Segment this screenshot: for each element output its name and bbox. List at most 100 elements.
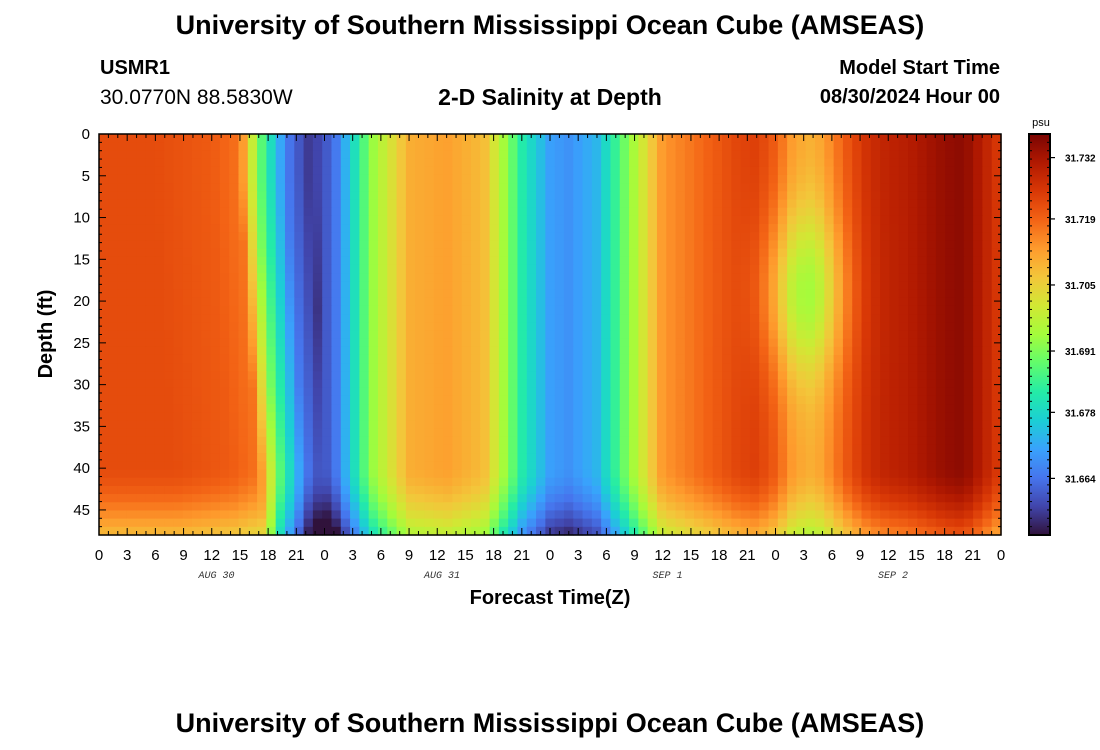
heatmap-cell xyxy=(768,134,779,143)
heatmap-cell xyxy=(126,305,137,315)
heatmap-cell xyxy=(443,330,453,340)
heatmap-cell xyxy=(470,199,481,209)
heatmap-cell xyxy=(945,142,956,151)
heatmap-cell xyxy=(852,273,863,282)
heatmap-cell xyxy=(554,134,565,143)
heatmap-cell xyxy=(749,453,760,462)
heatmap-cell xyxy=(889,494,900,503)
heatmap-cell xyxy=(201,338,212,348)
heatmap-cell xyxy=(312,166,323,176)
heatmap-cell xyxy=(610,510,621,520)
heatmap-cell xyxy=(935,166,946,176)
heatmap-cell xyxy=(303,289,314,299)
heatmap-cell xyxy=(443,371,453,381)
heatmap-cell xyxy=(684,494,695,503)
heatmap-cell xyxy=(173,273,184,282)
heatmap-cell xyxy=(164,150,174,160)
heatmap-cell xyxy=(973,183,983,192)
heatmap-cell xyxy=(954,387,965,397)
heatmap-cell xyxy=(842,134,853,143)
heatmap-cell xyxy=(787,379,798,389)
heatmap-cell xyxy=(703,379,714,389)
heatmap-cell xyxy=(638,240,649,250)
heatmap-cell xyxy=(731,518,742,528)
heatmap-cell xyxy=(182,322,193,331)
heatmap-cell xyxy=(498,412,509,422)
heatmap-cell xyxy=(991,314,1002,323)
heatmap-cell xyxy=(945,150,956,160)
heatmap-cell xyxy=(368,256,379,266)
heatmap-cell xyxy=(117,346,128,356)
heatmap-cell xyxy=(601,297,612,307)
heatmap-cell xyxy=(694,150,705,160)
heatmap-cell xyxy=(963,207,974,217)
heatmap-cell xyxy=(656,510,667,520)
heatmap-cell xyxy=(238,371,249,381)
heatmap-cell xyxy=(312,420,323,430)
heatmap-cell xyxy=(703,494,714,503)
heatmap-cell xyxy=(331,526,342,536)
heatmap-cell xyxy=(340,174,351,184)
heatmap-cell xyxy=(210,444,221,454)
heatmap-cell xyxy=(191,314,202,323)
heatmap-cell xyxy=(284,305,295,315)
heatmap-cell xyxy=(536,404,546,413)
heatmap-cell xyxy=(591,330,602,340)
heatmap-cell xyxy=(387,207,398,217)
heatmap-cell xyxy=(842,240,853,250)
heatmap-cell xyxy=(731,191,742,201)
heatmap-cell xyxy=(638,444,649,454)
heatmap-cell xyxy=(433,150,444,160)
heatmap-cell xyxy=(777,166,788,176)
heatmap-cell xyxy=(684,174,695,184)
heatmap-cell xyxy=(210,273,221,282)
heatmap-cell xyxy=(517,346,528,356)
heatmap-cell xyxy=(917,404,928,413)
heatmap-cell xyxy=(684,322,695,331)
heatmap-cell xyxy=(889,314,900,323)
heatmap-cell xyxy=(517,338,528,348)
heatmap-cell xyxy=(833,191,844,201)
heatmap-cell xyxy=(852,494,863,503)
heatmap-cell xyxy=(796,273,807,282)
heatmap-cell xyxy=(842,297,853,307)
heatmap-cell xyxy=(656,174,667,184)
heatmap-cell xyxy=(284,240,295,250)
heatmap-cell xyxy=(182,248,193,258)
heatmap-cell xyxy=(145,232,156,241)
heatmap-cell xyxy=(238,412,249,422)
heatmap-cell xyxy=(601,346,612,356)
heatmap-cell xyxy=(368,453,379,462)
heatmap-cell xyxy=(796,469,807,479)
heatmap-cell xyxy=(954,477,965,487)
heatmap-cell xyxy=(377,150,388,160)
heatmap-cell xyxy=(257,387,267,397)
heatmap-cell xyxy=(275,134,286,143)
heatmap-cell xyxy=(368,142,379,151)
heatmap-cell xyxy=(322,281,333,291)
heatmap-cell xyxy=(945,330,956,340)
heatmap-cell xyxy=(675,363,686,372)
heatmap-cell xyxy=(405,305,416,315)
heatmap-cell xyxy=(340,379,351,389)
heatmap-cell xyxy=(480,444,491,454)
heatmap-cell xyxy=(619,436,630,446)
heatmap-cell xyxy=(117,248,128,258)
heatmap-cell xyxy=(870,371,881,381)
heatmap-cell xyxy=(582,518,593,528)
heatmap-cell xyxy=(749,248,760,258)
heatmap-cell xyxy=(126,273,137,282)
heatmap-cell xyxy=(935,477,946,487)
heatmap-cell xyxy=(740,322,751,331)
heatmap-cell xyxy=(368,518,379,528)
heatmap-cell xyxy=(498,256,509,266)
heatmap-cell xyxy=(424,199,435,209)
heatmap-cell xyxy=(768,526,779,536)
heatmap-cell xyxy=(610,453,621,462)
heatmap-cell xyxy=(647,428,658,438)
heatmap-cell xyxy=(945,428,956,438)
heatmap-cell xyxy=(759,420,770,430)
heatmap-cell xyxy=(331,436,342,446)
heatmap-cell xyxy=(312,428,323,438)
heatmap-cell xyxy=(191,199,202,209)
